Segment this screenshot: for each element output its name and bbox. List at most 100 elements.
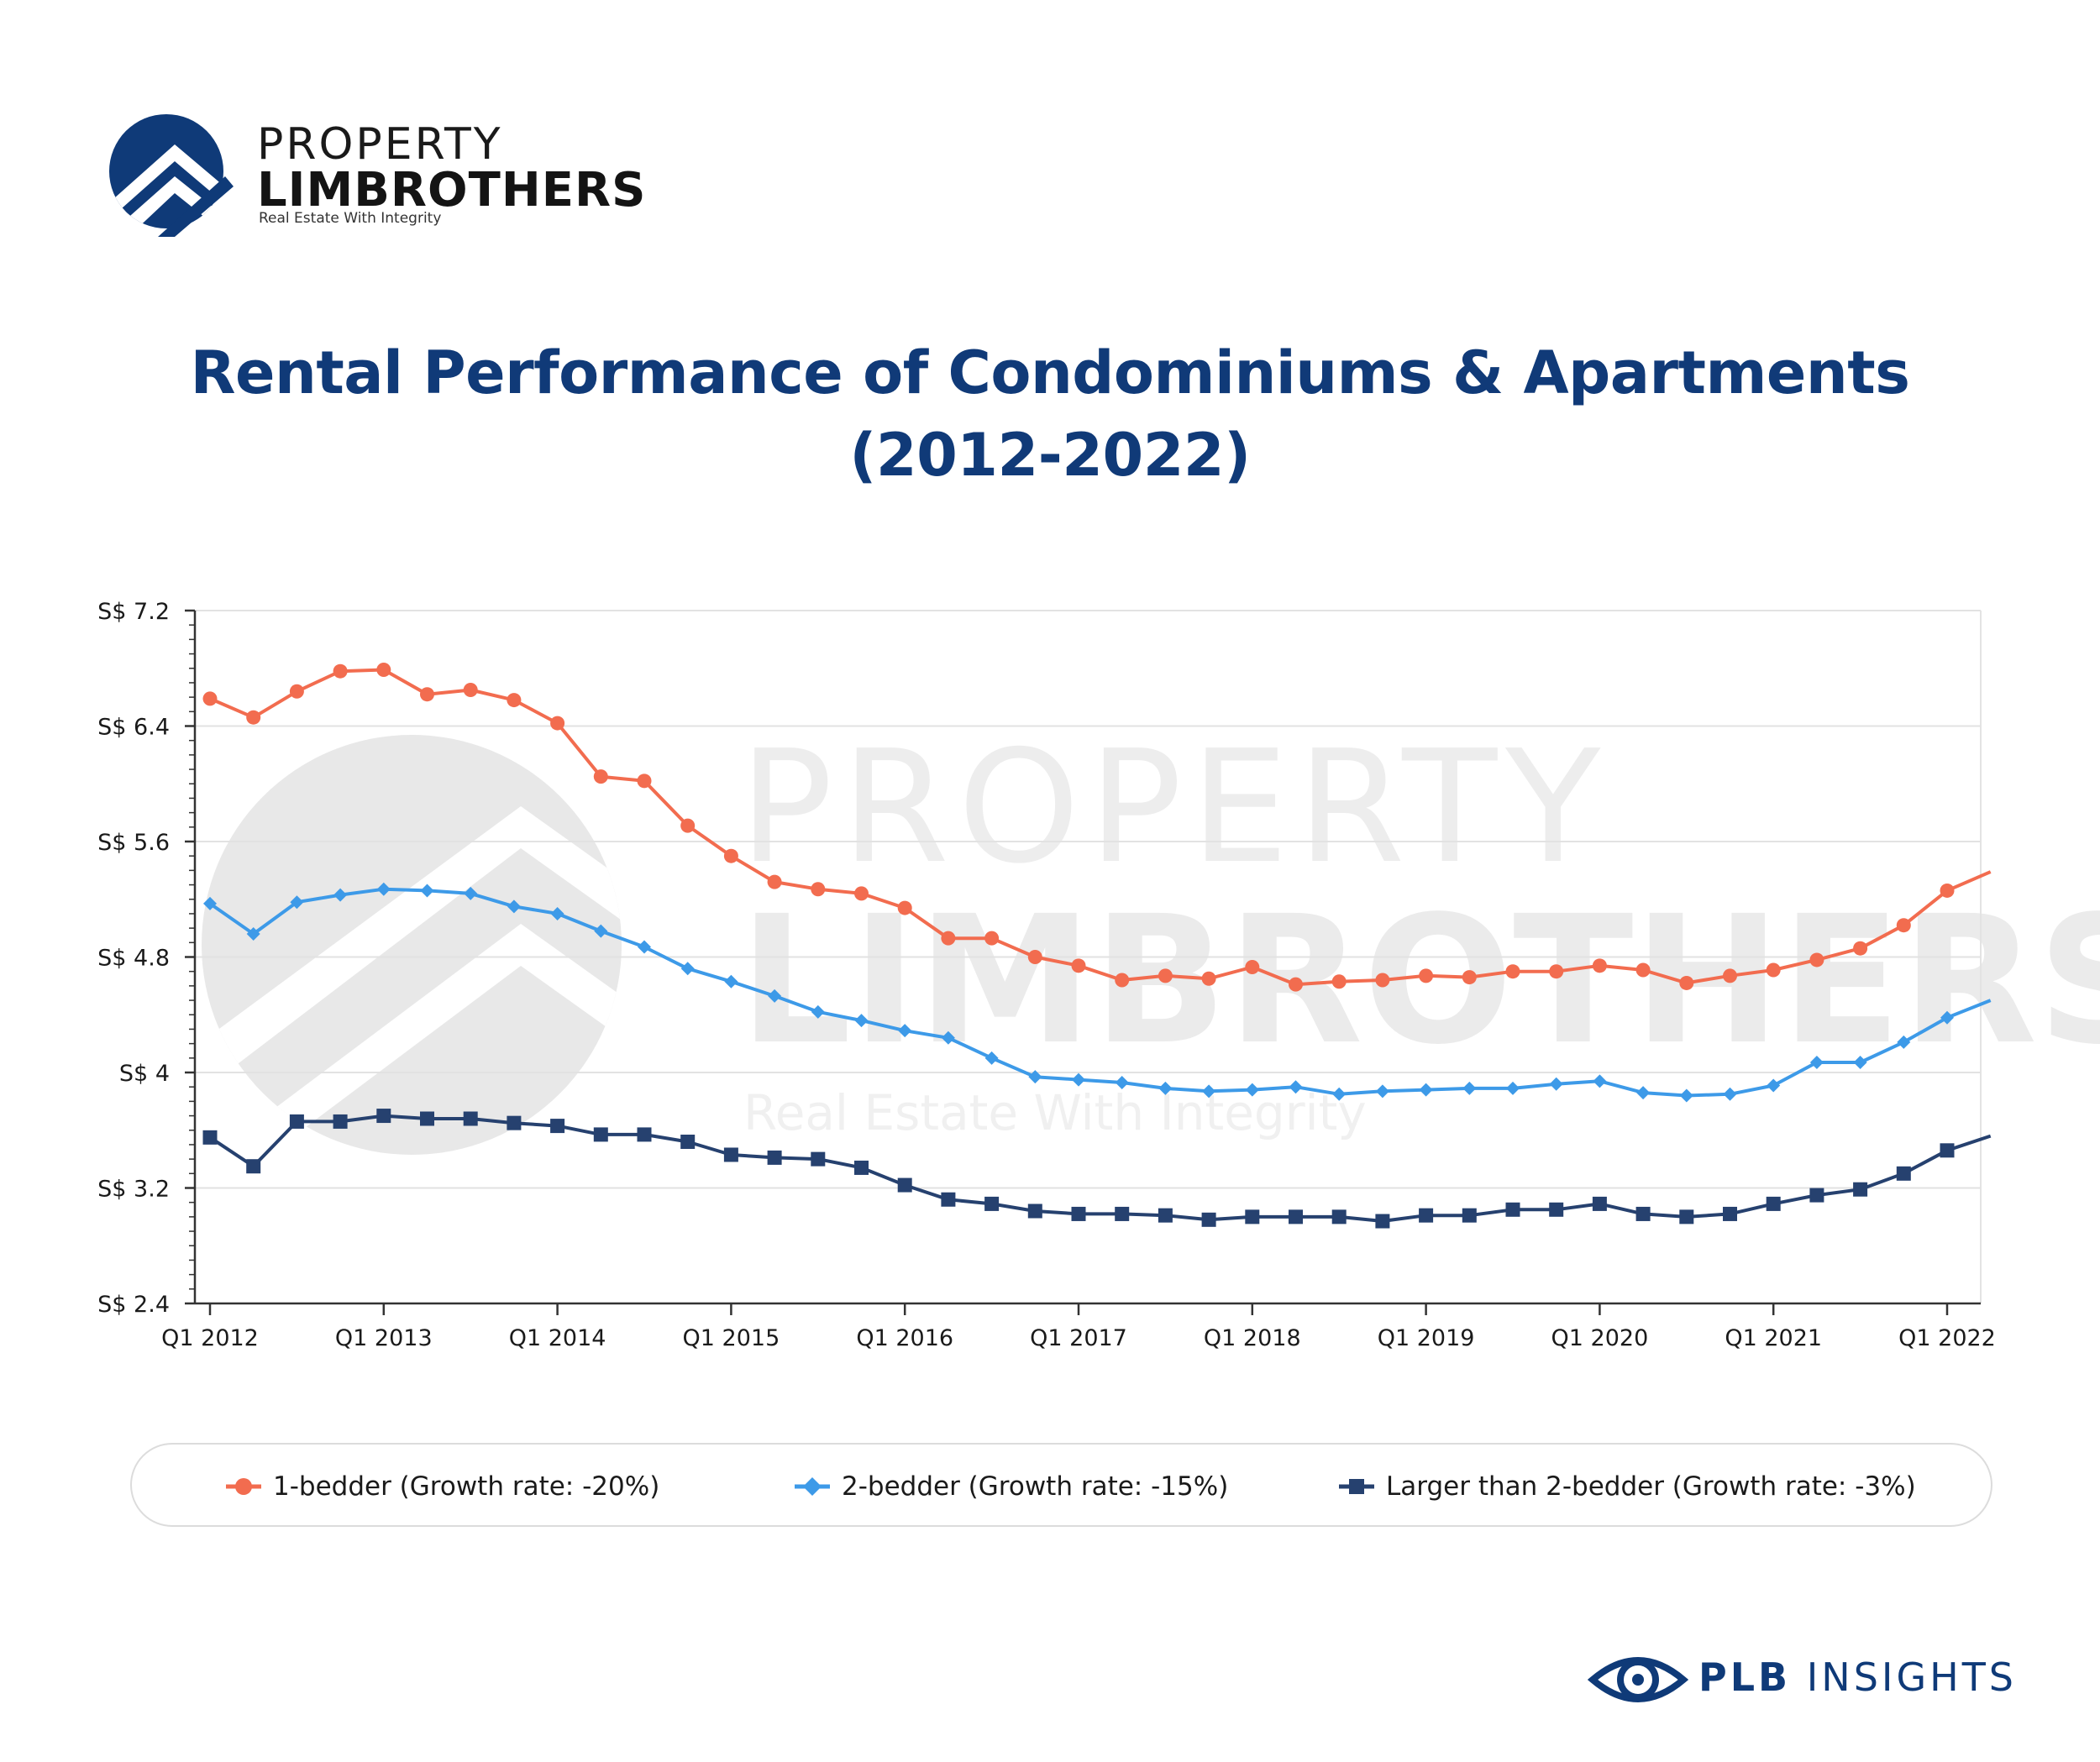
data-point xyxy=(289,684,304,699)
data-point xyxy=(1375,1084,1389,1099)
series xyxy=(202,662,1992,1229)
data-point xyxy=(897,900,912,915)
legend-circle-marker xyxy=(226,1478,261,1495)
data-point xyxy=(984,931,1000,946)
data-point xyxy=(1289,1209,1303,1224)
data-point xyxy=(1071,958,1086,973)
data-point xyxy=(1462,1208,1477,1223)
data-point xyxy=(1853,1182,1868,1197)
watermark-logo-icon xyxy=(202,735,622,1155)
data-point xyxy=(376,662,391,677)
data-point xyxy=(1375,1214,1390,1229)
data-point xyxy=(1027,950,1042,964)
data-point xyxy=(507,693,522,708)
data-point xyxy=(1505,1202,1520,1217)
house-roof-circle-icon xyxy=(109,114,234,237)
data-point xyxy=(637,1127,652,1142)
data-point xyxy=(898,1024,912,1038)
brand-logo: PROPERTY LIMBROTHERS Real Estate With In… xyxy=(108,111,645,237)
axes: S$ 2.4 S$ 3.2 S$ 4 S$ 4.8 S$ 5.6 S$ 6.4 S$ 7.2… xyxy=(97,599,1996,1351)
legend-square-marker xyxy=(1339,1479,1374,1494)
y-tick-label: S$ 5.6 xyxy=(97,830,170,856)
data-point xyxy=(1940,1010,1954,1025)
data-point xyxy=(1462,970,1477,985)
data-point xyxy=(1419,968,1434,983)
data-point xyxy=(1549,964,1564,979)
brand-tagline: Real Estate With Integrity xyxy=(259,210,442,227)
data-point xyxy=(420,687,434,702)
series-line xyxy=(208,1114,1992,1223)
data-point xyxy=(594,924,608,938)
data-point xyxy=(1115,1076,1129,1090)
data-point xyxy=(1071,1206,1086,1221)
data-point xyxy=(1809,1055,1824,1069)
data-point xyxy=(1289,1080,1303,1094)
data-point xyxy=(420,1111,434,1126)
data-point xyxy=(1158,968,1173,983)
data-point xyxy=(1158,1081,1173,1095)
data-point xyxy=(680,818,696,833)
data-point xyxy=(1332,1087,1347,1101)
data-point xyxy=(376,882,391,896)
data-point xyxy=(767,874,782,889)
plb-insights-logo: PLB INSIGHTS xyxy=(1588,1646,2024,1713)
data-point xyxy=(1809,1188,1824,1203)
data-point xyxy=(1853,941,1868,956)
data-point xyxy=(1592,1196,1607,1211)
x-tick-label: Q1 2014 xyxy=(509,1325,606,1351)
series-1-bedder xyxy=(202,662,1992,992)
plb-insights-text: PLB INSIGHTS xyxy=(1698,1654,2017,1700)
data-point xyxy=(811,1004,825,1019)
x-tick-label: Q1 2015 xyxy=(683,1325,780,1351)
data-point xyxy=(203,896,217,910)
series-larger-than-2-bedder xyxy=(202,1109,1992,1229)
data-point xyxy=(1896,918,1911,933)
y-tick-label: S$ 2.4 xyxy=(97,1292,170,1318)
data-point xyxy=(1202,1084,1216,1099)
data-point xyxy=(420,884,434,898)
data-point xyxy=(1897,1035,1911,1049)
page-title-line1: Rental Performance of Condominiums & Apa… xyxy=(190,338,1910,407)
eye-icon xyxy=(1588,1657,1688,1702)
data-point xyxy=(680,1135,696,1149)
plb-rest: INSIGHTS xyxy=(1791,1654,2017,1700)
data-point xyxy=(202,691,218,706)
watermark: PROPERTY LIMBROTHERS Real Estate With In… xyxy=(202,716,2100,1155)
data-point xyxy=(984,1051,999,1065)
y-tick-label: S$ 4.8 xyxy=(97,946,170,972)
data-point xyxy=(1635,1206,1651,1221)
x-tick-label: Q1 2017 xyxy=(1030,1325,1127,1351)
plb-bold: PLB xyxy=(1698,1654,1792,1700)
data-point xyxy=(1679,975,1694,990)
data-point xyxy=(1201,971,1216,986)
data-point xyxy=(1245,1083,1259,1097)
y-tick-label: S$ 3.2 xyxy=(97,1177,170,1203)
chart-legend: 1-bedder (Growth rate: -20%) 2-bedder (G… xyxy=(130,1443,1992,1527)
y-tick-label: S$ 7.2 xyxy=(97,599,170,625)
data-point xyxy=(637,773,652,789)
data-point xyxy=(1419,1208,1434,1223)
data-point xyxy=(1331,974,1347,989)
data-point xyxy=(768,989,782,1003)
data-point xyxy=(1940,883,1955,898)
data-point xyxy=(1375,973,1390,988)
data-point xyxy=(1636,1086,1651,1100)
data-point xyxy=(1723,968,1737,983)
y-tick-label: S$ 4 xyxy=(119,1061,170,1087)
data-point xyxy=(464,886,478,900)
data-point xyxy=(1723,1087,1737,1101)
data-point xyxy=(246,927,260,941)
data-point xyxy=(1072,1072,1085,1087)
watermark-line2: LIMBROTHERS xyxy=(739,878,2100,1083)
data-point xyxy=(507,1115,522,1130)
x-tick-label: Q1 2020 xyxy=(1551,1325,1649,1351)
x-tick-label: Q1 2022 xyxy=(1898,1325,1996,1351)
data-point xyxy=(463,683,478,698)
data-point xyxy=(1723,1206,1737,1221)
data-point xyxy=(593,769,608,784)
data-point xyxy=(550,906,564,920)
page-title-line2: (2012-2022) xyxy=(849,421,1251,490)
data-point xyxy=(1289,977,1303,992)
legend-label: 1-bedder (Growth rate: -20%) xyxy=(273,1471,660,1502)
x-tick-label: Q1 2013 xyxy=(335,1325,433,1351)
